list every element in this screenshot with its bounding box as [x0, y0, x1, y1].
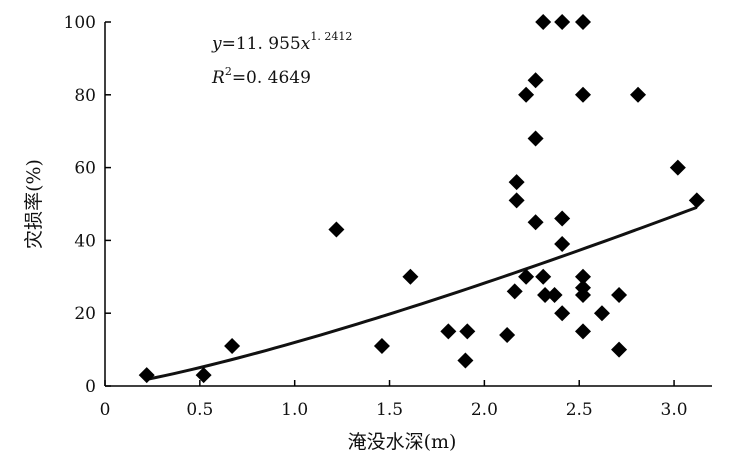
- equation-exponent: 1. 2412: [310, 30, 352, 43]
- data-point: [575, 14, 592, 30]
- data-point: [459, 323, 476, 340]
- y-tick-label: 20: [74, 304, 96, 324]
- equation-x-symbol: x: [301, 34, 311, 54]
- data-point: [518, 268, 535, 285]
- data-point: [554, 236, 571, 253]
- data-point: [575, 323, 592, 340]
- data-point: [195, 367, 212, 384]
- data-point: [554, 210, 571, 227]
- data-point: [508, 174, 525, 191]
- data-points: [138, 14, 705, 384]
- x-tick-label: 0: [100, 400, 111, 420]
- data-point: [328, 221, 345, 238]
- equation-coefficient: =11. 955: [222, 34, 301, 54]
- x-tick-label: 1.0: [281, 400, 308, 420]
- x-tick-label: 2.5: [566, 400, 593, 420]
- data-point: [535, 268, 552, 285]
- data-point: [457, 352, 474, 369]
- data-point: [535, 14, 552, 30]
- data-point: [508, 192, 525, 209]
- data-point: [506, 283, 523, 300]
- data-point: [440, 323, 457, 340]
- data-point: [546, 287, 563, 303]
- fit-equation: y=11. 955x1. 2412: [211, 30, 352, 54]
- y-tick-label: 60: [74, 159, 96, 179]
- data-point: [554, 305, 571, 322]
- data-point: [537, 287, 554, 303]
- fit-curve-layer: [146, 205, 698, 381]
- data-point: [669, 159, 686, 176]
- data-point: [138, 367, 155, 384]
- y-tick-label: 40: [74, 231, 96, 251]
- data-point: [527, 130, 544, 147]
- r-squared-superscript: 2: [225, 65, 232, 78]
- data-point: [518, 86, 535, 103]
- data-point: [402, 268, 419, 285]
- y-axis-title: 灾损率(%): [23, 159, 45, 249]
- x-tick-label: 1.5: [376, 400, 403, 420]
- y-tick-label: 80: [74, 86, 96, 106]
- data-point: [373, 337, 390, 354]
- x-tick-label: 2.0: [471, 400, 498, 420]
- data-point: [499, 327, 516, 344]
- x-tick-label: 0.5: [186, 400, 213, 420]
- y-tick-label: 100: [64, 13, 96, 33]
- data-point: [611, 287, 628, 303]
- data-point: [224, 337, 241, 354]
- data-point: [527, 72, 544, 89]
- data-point: [527, 214, 544, 231]
- ticks: 0 0.5 1.0 1.5 2.0 2.5 3.0 0 20 40 60 80 100: [64, 13, 688, 420]
- data-point: [575, 86, 592, 103]
- r-squared-value: =0. 4649: [232, 68, 311, 88]
- x-tick-label: 3.0: [661, 400, 688, 420]
- data-point: [575, 287, 592, 303]
- fit-curve: [146, 205, 698, 381]
- data-point: [630, 86, 647, 103]
- y-tick-label: 0: [85, 377, 96, 397]
- data-point: [575, 268, 592, 285]
- r-squared-label: R2=0. 4649: [211, 65, 311, 88]
- axes: [104, 22, 712, 387]
- data-point: [554, 14, 571, 30]
- x-axis-title: 淹没水深(m): [348, 431, 457, 453]
- data-point: [593, 305, 610, 322]
- data-point: [611, 341, 628, 358]
- equation-y-symbol: y: [211, 34, 222, 54]
- r-squared-symbol: R: [211, 68, 225, 88]
- data-point: [688, 192, 705, 209]
